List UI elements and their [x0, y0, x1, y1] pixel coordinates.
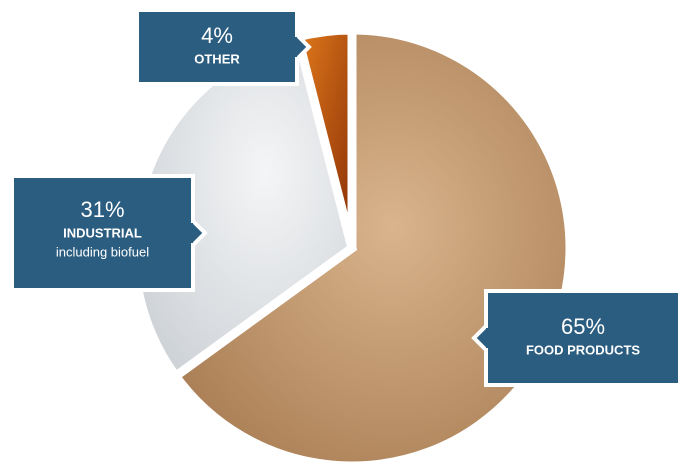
label-box: 65% FOOD PRODUCTS: [471, 289, 682, 387]
category-label: INDUSTRIAL: [63, 225, 142, 240]
pointer: [295, 33, 312, 61]
value-label: 4%: [201, 23, 233, 48]
value-label: 31%: [80, 197, 124, 222]
label-box: 31% INDUSTRIAL including biofuel: [10, 174, 208, 292]
pointer-cover: [293, 37, 297, 57]
category-label: FOOD PRODUCTS: [526, 342, 640, 357]
category-label: OTHER: [194, 51, 240, 66]
pointer-cover: [486, 328, 490, 348]
pointer: [471, 324, 488, 352]
pointer: [191, 219, 208, 247]
pointer-cover: [189, 223, 193, 243]
annotation: including biofuel: [56, 244, 149, 259]
label-box: 4% OTHER: [135, 8, 312, 86]
box: [10, 174, 195, 292]
value-label: 65%: [561, 314, 605, 339]
